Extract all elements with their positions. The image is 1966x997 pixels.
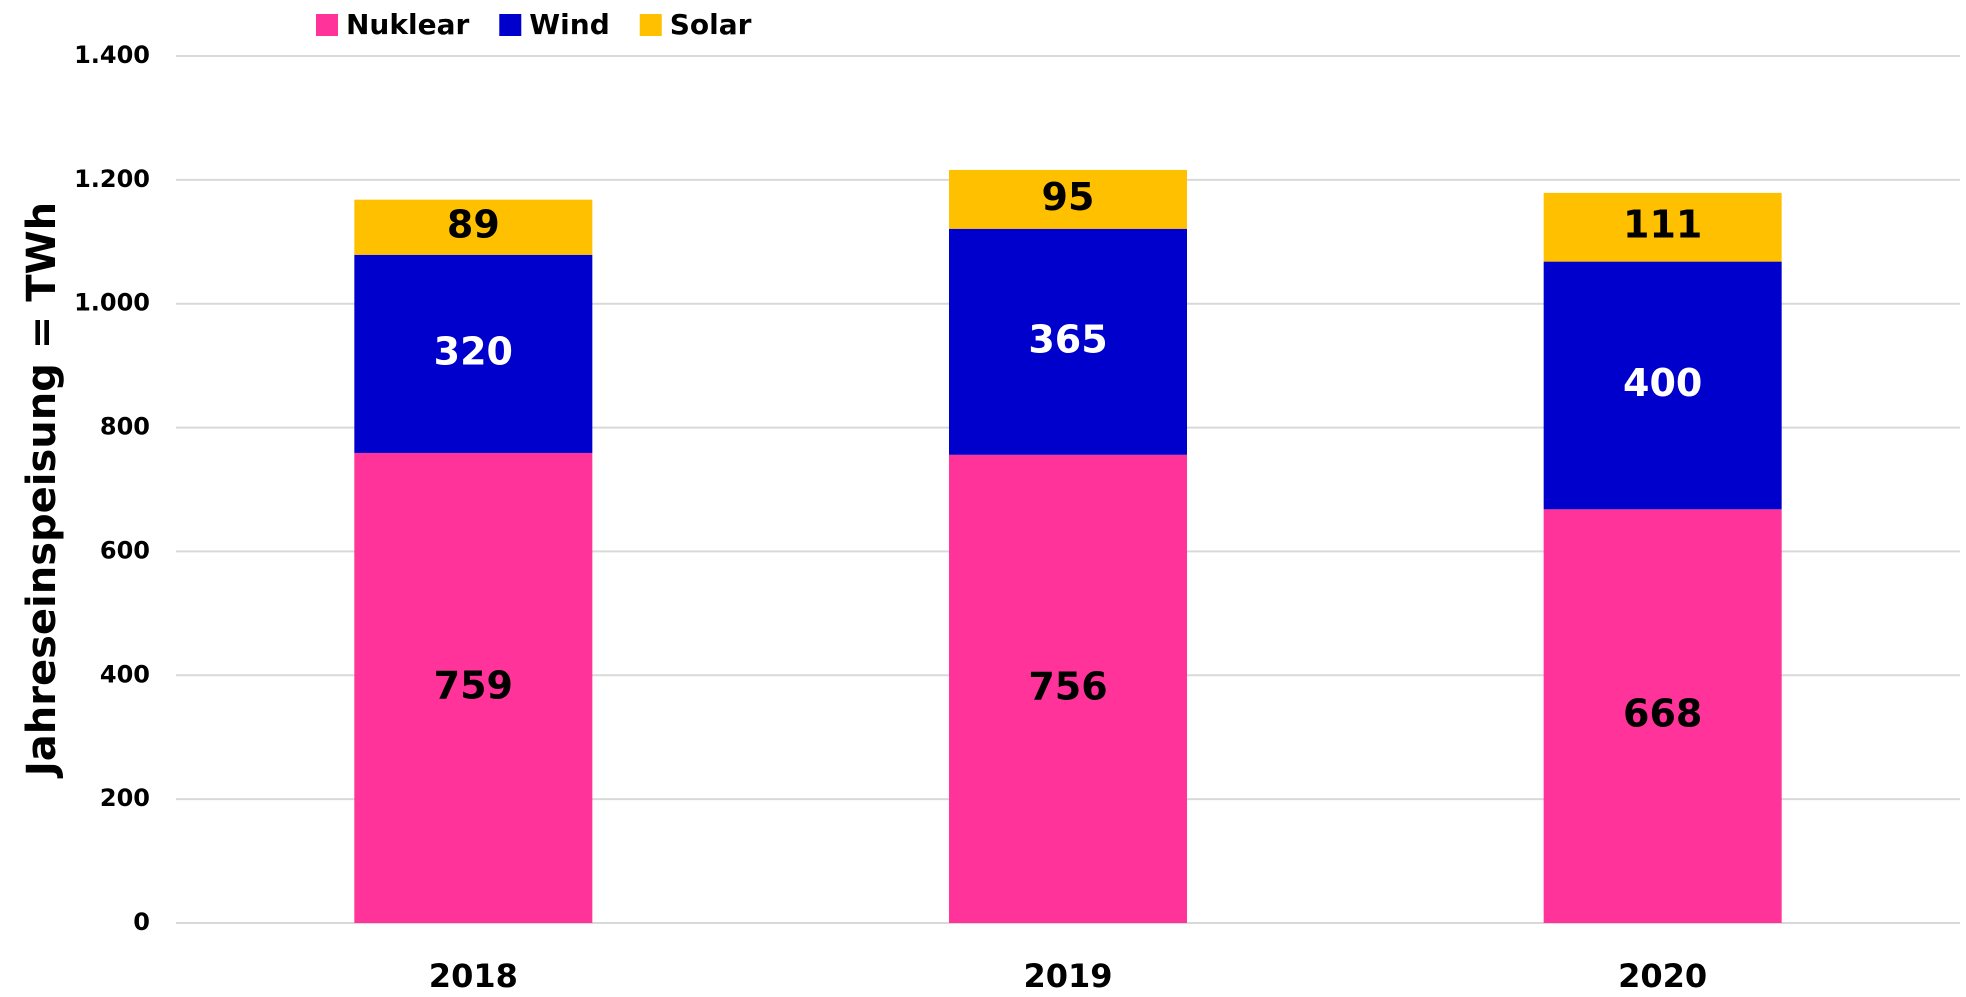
y-axis-label: Jahreseinspeisung = TWh xyxy=(19,202,65,779)
data-label: 95 xyxy=(1042,175,1095,219)
data-label: 400 xyxy=(1623,361,1702,405)
data-label: 759 xyxy=(434,663,513,707)
bar-segment xyxy=(949,169,1187,229)
y-tick-label: 1.400 xyxy=(74,41,150,69)
data-label: 365 xyxy=(1028,317,1107,361)
x-tick-label: 2020 xyxy=(1618,957,1707,995)
legend-swatch xyxy=(639,14,662,36)
bar-segment xyxy=(354,254,593,453)
data-label: 89 xyxy=(447,203,500,247)
data-label: 320 xyxy=(434,329,513,373)
legend-swatch xyxy=(316,14,338,36)
y-tick-label: 400 xyxy=(100,660,150,688)
x-tick-label: 2019 xyxy=(1023,957,1112,995)
x-tick-label: 2018 xyxy=(429,957,518,995)
bar-segment xyxy=(1543,509,1782,923)
legend-label: Wind xyxy=(529,8,609,41)
y-tick-label: 1.000 xyxy=(74,289,150,317)
y-tick-label: 600 xyxy=(100,536,150,564)
legend-swatch xyxy=(499,14,522,36)
bar-segment xyxy=(949,454,1187,923)
legend-label: Solar xyxy=(670,8,752,41)
data-label: 756 xyxy=(1028,664,1107,708)
y-tick-label: 200 xyxy=(100,784,150,812)
data-label: 668 xyxy=(1623,692,1702,736)
y-tick-label: 0 xyxy=(133,908,150,936)
bar-segment xyxy=(1543,261,1782,510)
bar-segment xyxy=(949,228,1187,455)
bar-segment xyxy=(354,452,593,923)
legend-label: Nuklear xyxy=(346,8,469,41)
bar-segment xyxy=(354,199,593,255)
y-tick-label: 1.200 xyxy=(74,165,150,193)
bar-segment xyxy=(1543,192,1782,262)
data-label: 111 xyxy=(1623,203,1702,247)
y-tick-label: 800 xyxy=(100,413,150,441)
